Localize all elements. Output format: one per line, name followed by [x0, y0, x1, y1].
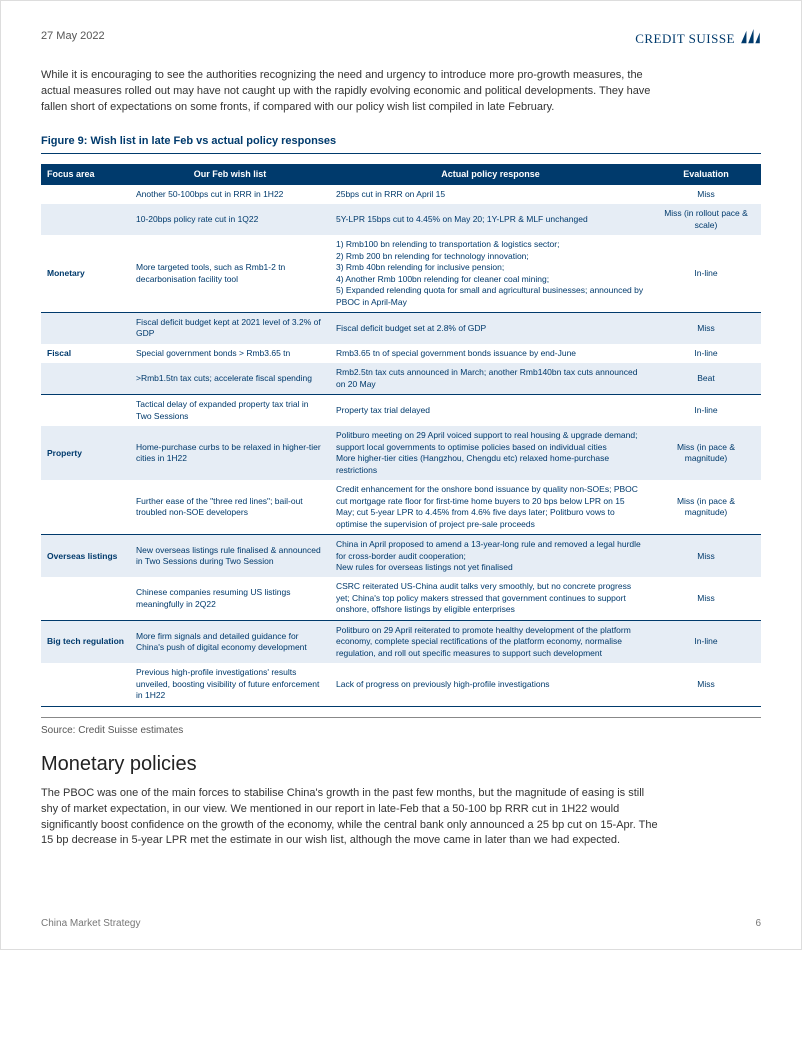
table-row: >Rmb1.5tn tax cuts; accelerate fiscal sp…	[41, 363, 761, 394]
figure-title: Figure 9: Wish list in late Feb vs actua…	[41, 134, 761, 154]
section-heading: Monetary policies	[41, 750, 761, 778]
cell-focus	[41, 185, 130, 204]
intro-paragraph: While it is encouraging to see the autho…	[41, 68, 661, 116]
cell-eval: Beat	[651, 363, 761, 394]
cell-wish: Special government bonds > Rmb3.65 tn	[130, 344, 330, 363]
table-row: Another 50-100bps cut in RRR in 1H2225bp…	[41, 185, 761, 204]
cell-eval: In-line	[651, 395, 761, 426]
cell-eval: Miss	[651, 577, 761, 620]
cell-response: 1) Rmb100 bn relending to transportation…	[330, 235, 651, 312]
page-footer: China Market Strategy 6	[41, 917, 761, 931]
cell-wish: Home-purchase curbs to be relaxed in hig…	[130, 426, 330, 480]
cell-focus	[41, 313, 130, 344]
cell-eval: Miss (in rollout pace & scale)	[651, 204, 761, 235]
cell-response: CSRC reiterated US-China audit talks ver…	[330, 577, 651, 620]
cell-wish: Another 50-100bps cut in RRR in 1H22	[130, 185, 330, 204]
cell-focus	[41, 577, 130, 620]
cell-wish: >Rmb1.5tn tax cuts; accelerate fiscal sp…	[130, 363, 330, 394]
cell-focus: Overseas listings	[41, 535, 130, 578]
col-focus: Focus area	[41, 164, 130, 185]
table-row: 10-20bps policy rate cut in 1Q225Y-LPR 1…	[41, 204, 761, 235]
cell-focus	[41, 395, 130, 426]
policy-table: Focus area Our Feb wish list Actual poli…	[41, 164, 761, 706]
cell-eval: Miss (in pace & magnitude)	[651, 480, 761, 534]
cell-wish: More targeted tools, such as Rmb1-2 tn d…	[130, 235, 330, 312]
cell-response: 5Y-LPR 15bps cut to 4.45% on May 20; 1Y-…	[330, 204, 651, 235]
footer-left: China Market Strategy	[41, 917, 141, 931]
table-row: PropertyHome-purchase curbs to be relaxe…	[41, 426, 761, 480]
cell-response: Rmb2.5tn tax cuts announced in March; an…	[330, 363, 651, 394]
cell-response: Politburo meeting on 29 April voiced sup…	[330, 426, 651, 480]
cell-eval: Miss (in pace & magnitude)	[651, 426, 761, 480]
cell-eval: Miss	[651, 535, 761, 578]
cell-focus	[41, 363, 130, 394]
table-row: Fiscal deficit budget kept at 2021 level…	[41, 313, 761, 344]
cell-wish: Tactical delay of expanded property tax …	[130, 395, 330, 426]
table-row: Further ease of the "three red lines"; b…	[41, 480, 761, 534]
report-date: 27 May 2022	[41, 29, 105, 44]
cell-focus: Big tech regulation	[41, 620, 130, 663]
table-header-row: Focus area Our Feb wish list Actual poli…	[41, 164, 761, 185]
cell-response: Fiscal deficit budget set at 2.8% of GDP	[330, 313, 651, 344]
cell-eval: In-line	[651, 344, 761, 363]
cell-wish: Previous high-profile investigations' re…	[130, 663, 330, 706]
col-eval: Evaluation	[651, 164, 761, 185]
cell-focus: Monetary	[41, 235, 130, 312]
cell-wish: Chinese companies resuming US listings m…	[130, 577, 330, 620]
brand-logo: CREDIT SUISSE	[635, 29, 761, 50]
source-line: Source: Credit Suisse estimates	[41, 717, 761, 738]
col-response: Actual policy response	[330, 164, 651, 185]
cell-wish: More firm signals and detailed guidance …	[130, 620, 330, 663]
cell-focus: Fiscal	[41, 344, 130, 363]
cell-wish: New overseas listings rule finalised & a…	[130, 535, 330, 578]
cell-eval: Miss	[651, 185, 761, 204]
cell-response: Lack of progress on previously high-prof…	[330, 663, 651, 706]
cell-wish: Further ease of the "three red lines"; b…	[130, 480, 330, 534]
table-row: FiscalSpecial government bonds > Rmb3.65…	[41, 344, 761, 363]
footer-page-number: 6	[755, 917, 761, 931]
cell-response: 25bps cut in RRR on April 15	[330, 185, 651, 204]
cell-eval: In-line	[651, 620, 761, 663]
logo-text: CREDIT SUISSE	[635, 30, 735, 48]
table-row: Tactical delay of expanded property tax …	[41, 395, 761, 426]
cell-focus	[41, 480, 130, 534]
page-header: 27 May 2022 CREDIT SUISSE	[41, 29, 761, 50]
table-row: Chinese companies resuming US listings m…	[41, 577, 761, 620]
table-row: Previous high-profile investigations' re…	[41, 663, 761, 706]
cell-response: Property tax trial delayed	[330, 395, 651, 426]
cell-response: Credit enhancement for the onshore bond …	[330, 480, 651, 534]
cell-eval: Miss	[651, 663, 761, 706]
table-row: Overseas listingsNew overseas listings r…	[41, 535, 761, 578]
cell-response: Politburo on 29 April reiterated to prom…	[330, 620, 651, 663]
cell-wish: 10-20bps policy rate cut in 1Q22	[130, 204, 330, 235]
cell-response: China in April proposed to amend a 13-ye…	[330, 535, 651, 578]
cell-eval: In-line	[651, 235, 761, 312]
table-row: MonetaryMore targeted tools, such as Rmb…	[41, 235, 761, 312]
cell-eval: Miss	[651, 313, 761, 344]
cell-focus	[41, 204, 130, 235]
cell-wish: Fiscal deficit budget kept at 2021 level…	[130, 313, 330, 344]
table-row: Big tech regulationMore firm signals and…	[41, 620, 761, 663]
col-wish: Our Feb wish list	[130, 164, 330, 185]
cell-focus: Property	[41, 426, 130, 480]
body-paragraph: The PBOC was one of the main forces to s…	[41, 786, 661, 850]
cell-response: Rmb3.65 tn of special government bonds i…	[330, 344, 651, 363]
sails-icon	[739, 29, 761, 50]
cell-focus	[41, 663, 130, 706]
